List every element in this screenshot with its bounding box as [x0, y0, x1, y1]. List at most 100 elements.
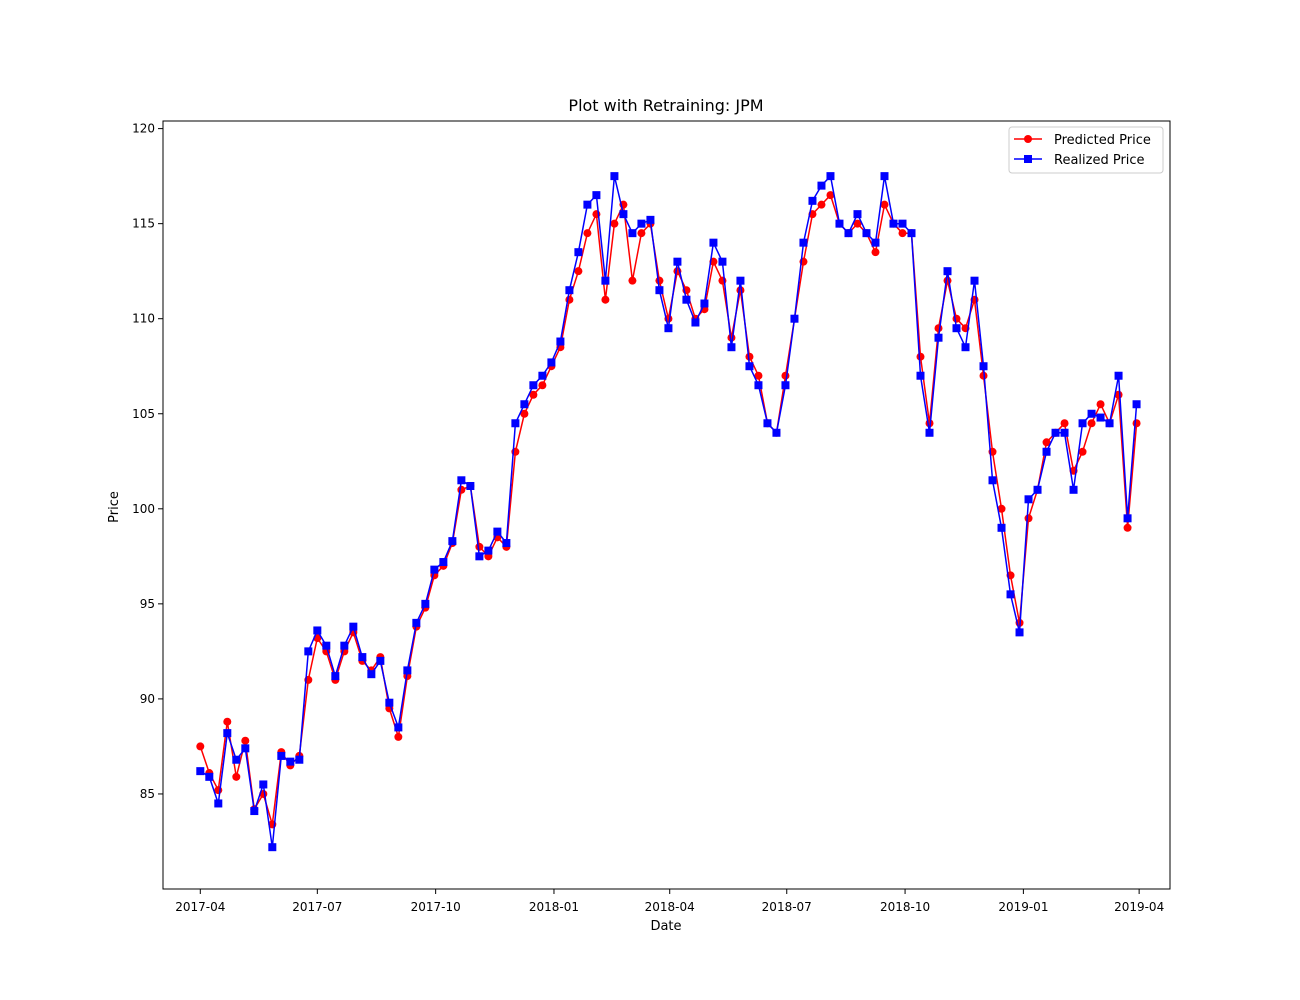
point-realized [1015, 628, 1024, 637]
point-realized [295, 755, 304, 764]
series-layer [196, 172, 1141, 852]
point-realized [880, 172, 889, 181]
point-predicted [1096, 400, 1105, 409]
point-realized [691, 318, 700, 327]
point-realized [1087, 409, 1096, 418]
point-predicted [538, 381, 547, 390]
point-realized [520, 400, 529, 409]
point-realized [349, 622, 358, 631]
point-realized [601, 276, 610, 285]
point-realized [673, 257, 682, 266]
point-realized [736, 276, 745, 285]
point-realized [286, 757, 295, 766]
point-realized [214, 799, 223, 808]
point-realized [763, 419, 772, 428]
point-realized [682, 295, 691, 304]
point-predicted [871, 248, 880, 257]
point-realized [943, 267, 952, 276]
point-realized [331, 672, 340, 681]
point-realized [196, 767, 205, 776]
point-predicted [1024, 514, 1033, 523]
point-realized [556, 337, 565, 346]
point-realized [592, 191, 601, 200]
point-realized [268, 843, 277, 852]
point-realized [358, 653, 367, 662]
point-realized [322, 641, 331, 650]
point-realized [394, 723, 403, 732]
point-realized [223, 729, 232, 738]
x-tick-label: 2017-10 [411, 900, 461, 914]
legend-entry-predicted: Predicted Price [1014, 133, 1151, 148]
point-realized [754, 381, 763, 390]
point-predicted [1060, 419, 1069, 428]
point-realized [664, 324, 673, 333]
point-predicted [655, 276, 664, 285]
x-tick-label: 2018-04 [645, 900, 695, 914]
point-realized [709, 238, 718, 247]
point-predicted [1132, 419, 1141, 428]
legend-label-realized: Realized Price [1054, 153, 1145, 168]
point-realized [1033, 485, 1042, 494]
point-realized [367, 670, 376, 679]
point-realized [538, 371, 547, 380]
point-predicted [574, 267, 583, 276]
y-tick-label: 90 [140, 692, 155, 706]
point-realized [871, 238, 880, 247]
y-axis-label: Price [107, 491, 122, 523]
point-realized [610, 172, 619, 181]
point-realized [385, 698, 394, 707]
point-realized [1069, 485, 1078, 494]
point-realized [1105, 419, 1114, 428]
legend-box [1008, 126, 1164, 174]
point-realized [718, 257, 727, 266]
point-predicted [1123, 523, 1132, 532]
y-tick-label: 85 [140, 787, 155, 801]
point-realized [1096, 413, 1105, 422]
point-predicted [601, 295, 610, 304]
legend-marker-realized [1024, 155, 1032, 163]
point-predicted [1078, 447, 1087, 456]
y-axis-ticks: 85 90 95 100 105 110 115 120 [132, 122, 163, 801]
point-realized [916, 371, 925, 380]
point-realized [304, 647, 313, 656]
point-realized [799, 238, 808, 247]
point-realized [961, 343, 970, 352]
point-predicted [583, 229, 592, 238]
point-realized [475, 552, 484, 561]
y-tick-label: 100 [132, 502, 155, 516]
point-realized [493, 527, 502, 536]
point-realized [826, 172, 835, 181]
point-realized [1114, 371, 1123, 380]
point-predicted [781, 371, 790, 380]
point-realized [1060, 428, 1069, 437]
point-realized [700, 299, 709, 308]
point-realized [655, 286, 664, 295]
legend-marker-predicted [1024, 135, 1032, 143]
point-realized [979, 362, 988, 371]
point-predicted [241, 736, 250, 745]
point-realized [241, 744, 250, 753]
x-axis-ticks: 2017-04 2017-07 2017-10 2018-01 2018-04 2018-… [175, 889, 1164, 914]
point-predicted [817, 200, 826, 209]
point-predicted [943, 276, 952, 285]
point-realized [997, 523, 1006, 532]
point-realized [205, 772, 214, 781]
point-predicted [952, 314, 961, 323]
point-realized [502, 539, 511, 548]
y-tick-label: 105 [132, 407, 155, 421]
point-realized [790, 314, 799, 323]
point-realized [403, 666, 412, 675]
point-realized [250, 807, 259, 816]
point-predicted [880, 200, 889, 209]
series-line-realized [199, 174, 1138, 848]
point-realized [1042, 447, 1051, 456]
point-realized [1078, 419, 1087, 428]
point-realized [745, 362, 754, 371]
point-realized [412, 618, 421, 627]
point-predicted [853, 219, 862, 228]
point-realized [898, 219, 907, 228]
point-realized [862, 229, 871, 238]
point-predicted [610, 219, 619, 228]
point-predicted [475, 542, 484, 551]
point-realized [457, 476, 466, 485]
